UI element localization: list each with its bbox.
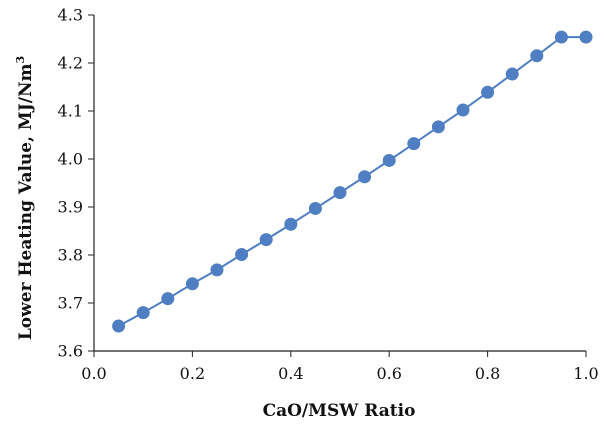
data-point — [259, 233, 273, 247]
x-tick-label: 0.0 — [81, 364, 106, 383]
data-point — [579, 30, 593, 44]
x-tick-label: 0.6 — [376, 364, 401, 383]
data-point — [481, 85, 495, 99]
y-tick-label: 4.0 — [58, 150, 83, 169]
data-point — [333, 186, 347, 200]
data-point — [185, 277, 199, 291]
data-point — [358, 170, 372, 184]
x-tick-label: 0.8 — [475, 364, 500, 383]
data-point — [431, 120, 445, 134]
y-axis-ticks: 3.6 3.7 3.8 3.9 4.0 4.1 4.2 4.3 — [58, 6, 94, 361]
data-point — [112, 319, 126, 333]
data-point — [210, 263, 224, 277]
data-point — [308, 201, 322, 215]
data-point — [382, 153, 396, 167]
x-tick-label: 0.4 — [278, 364, 303, 383]
series-layer — [112, 30, 593, 333]
data-point — [136, 306, 150, 320]
y-axis-title-superscript: 3 — [14, 56, 27, 64]
x-axis-ticks: 0.0 0.2 0.4 0.6 0.8 1.0 — [81, 351, 599, 383]
data-point — [554, 30, 568, 44]
y-tick-label: 4.3 — [58, 6, 83, 25]
y-tick-label: 3.8 — [58, 246, 83, 265]
data-point — [505, 67, 519, 81]
data-point — [235, 248, 249, 262]
data-point — [530, 49, 544, 63]
y-tick-label: 3.7 — [58, 294, 83, 313]
x-tick-label: 0.2 — [180, 364, 205, 383]
y-tick-label: 4.1 — [58, 102, 83, 121]
axes — [93, 15, 586, 352]
y-axis-title: Lower Heating Value, MJ/Nm3 — [14, 56, 36, 340]
x-axis-title: CaO/MSW Ratio — [263, 401, 416, 421]
y-tick-label: 3.6 — [58, 342, 83, 361]
y-axis-title-main: Lower Heating Value, MJ/Nm — [16, 63, 36, 340]
data-point — [456, 103, 470, 117]
x-tick-label: 1.0 — [573, 364, 598, 383]
data-point — [407, 137, 421, 151]
y-tick-label: 3.9 — [58, 198, 83, 217]
data-point — [284, 217, 298, 231]
y-tick-label: 4.2 — [58, 54, 83, 73]
data-point — [161, 292, 175, 306]
